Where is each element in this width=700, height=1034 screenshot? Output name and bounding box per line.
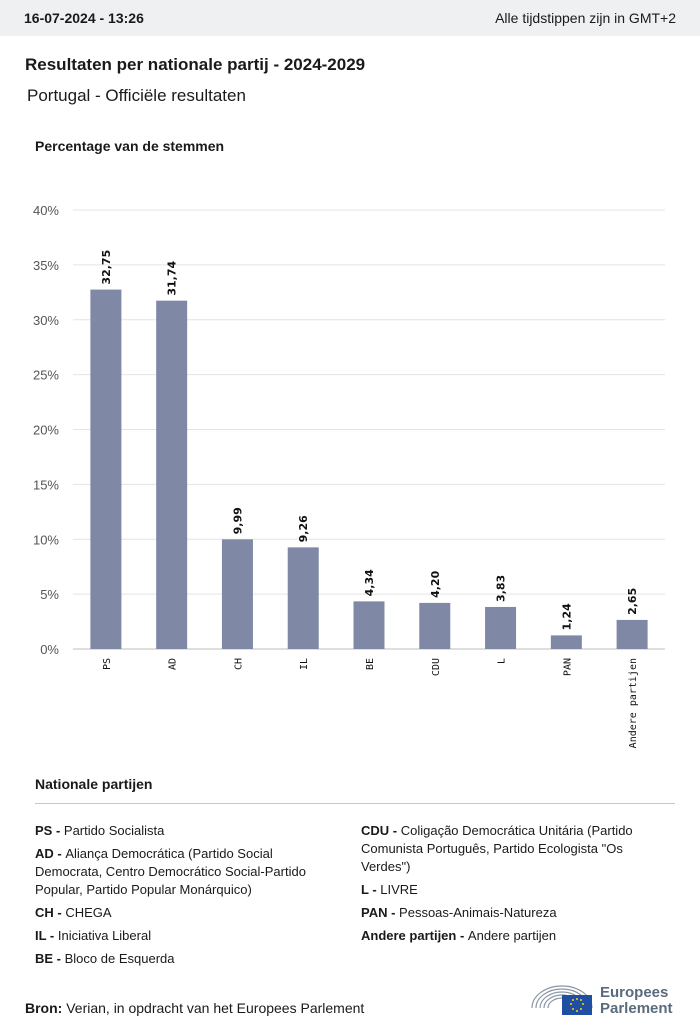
- chart-y-axis-label: Percentage van de stemmen: [35, 138, 225, 154]
- data-label: 9,99: [231, 507, 244, 534]
- legend-column-left: PS - Partido Socialista AD - Aliança Demo…: [35, 822, 335, 973]
- y-tick-label: 30%: [33, 313, 59, 328]
- bar: [353, 601, 385, 649]
- x-tick-label: IL: [299, 658, 310, 670]
- legend-item: CDU - Coligação Democrática Unitária (Pa…: [361, 822, 661, 876]
- legend-item: PAN - Pessoas-Animais-Natureza: [361, 904, 661, 922]
- legend-item: PS - Partido Socialista: [35, 822, 335, 840]
- legend-party-name: Partido Socialista: [63, 823, 165, 838]
- legend-item: CH - CHEGA: [35, 904, 335, 922]
- bar: [616, 619, 648, 649]
- legend-party-name: Pessoas-Animais-Natureza: [399, 905, 557, 920]
- y-tick-label: 5%: [40, 587, 59, 602]
- legend-abbr: AD -: [35, 846, 66, 861]
- timezone-note: Alle tijdstippen zijn in GMT+2: [495, 10, 676, 26]
- y-tick-label: 10%: [33, 532, 59, 547]
- legend-abbr: CDU -: [361, 823, 401, 838]
- legend-title: Nationale partijen: [35, 776, 153, 792]
- data-label: 1,24: [560, 603, 573, 630]
- bar: [287, 547, 319, 649]
- y-tick-label: 40%: [33, 203, 59, 218]
- logo-wordmark: Europees Parlement: [600, 985, 673, 1017]
- legend-abbr: L -: [361, 882, 381, 897]
- legend-party-name: Bloco de Esquerda: [64, 951, 175, 966]
- source-text: Verian, in opdracht van het Europees Par…: [66, 1000, 365, 1016]
- source-note: Bron: Verian, in opdracht van het Europe…: [25, 1000, 364, 1016]
- legend-item: L - LIVRE: [361, 881, 661, 899]
- x-tick-label: CDU: [431, 658, 442, 676]
- data-label: 4,20: [429, 570, 442, 597]
- bar: [221, 539, 253, 649]
- data-label: 9,26: [297, 515, 310, 542]
- legend-party-name: LIVRE: [380, 882, 418, 897]
- legend-item: BE - Bloco de Esquerda: [35, 950, 335, 968]
- data-label: 32,75: [100, 250, 113, 285]
- legend-item: AD - Aliança Democrática (Partido Social…: [35, 845, 335, 899]
- data-label: 2,65: [626, 588, 639, 615]
- bar: [550, 635, 582, 649]
- european-parliament-logo-icon: [531, 985, 593, 1015]
- legend-party-name: Andere partijen: [467, 928, 557, 943]
- y-tick-label: 15%: [33, 477, 59, 492]
- legend-party-name: CHEGA: [65, 905, 112, 920]
- legend-abbr: BE -: [35, 951, 65, 966]
- bar-chart: 0% 5% 10% 15% 20% 25% 30% 35% 40% 32,75 PS 31,74 AD 9…: [33, 203, 665, 748]
- legend-party-name: Aliança Democrática (Partido Social Demo…: [35, 846, 306, 897]
- legend-abbr: PS -: [35, 823, 64, 838]
- data-label: 31,74: [166, 261, 179, 296]
- top-bar: 16-07-2024 - 13:26 Alle tijdstippen zijn…: [0, 0, 700, 36]
- x-tick-label: AD: [168, 658, 179, 670]
- legend-item: IL - Iniciativa Liberal: [35, 927, 335, 945]
- legend-abbr: PAN -: [361, 905, 400, 920]
- y-tick-label: 25%: [33, 368, 59, 383]
- legend-column-right: CDU - Coligação Democrática Unitária (Pa…: [361, 822, 661, 950]
- timestamp: 16-07-2024 - 13:26: [24, 10, 144, 26]
- legend-abbr: Andere partijen -: [361, 928, 468, 943]
- data-label: 3,83: [495, 575, 508, 602]
- legend-party-name: Coligação Democrática Unitária (Partido …: [361, 823, 633, 874]
- source-label: Bron:: [25, 1000, 63, 1016]
- page-subtitle: Portugal - Officiële resultaten: [27, 86, 246, 105]
- legend-party-name: Iniciativa Liberal: [57, 928, 152, 943]
- legend-divider: [35, 803, 675, 804]
- y-tick-label: 0%: [40, 642, 59, 657]
- bar: [156, 300, 188, 649]
- x-tick-label: L: [497, 658, 508, 664]
- bar: [485, 606, 517, 649]
- page-title: Resultaten per nationale partij - 2024-2…: [25, 55, 366, 74]
- x-tick-label: PAN: [562, 658, 573, 676]
- x-tick-label: PS: [102, 658, 113, 670]
- logo-line-2: Parlement: [600, 1000, 673, 1017]
- y-tick-label: 35%: [33, 258, 59, 273]
- data-label: 4,34: [363, 569, 376, 596]
- x-tick-label: Andere partijen: [628, 658, 639, 748]
- european-parliament-logo[interactable]: Europees Parlement: [528, 978, 678, 1022]
- x-tick-label: BE: [365, 658, 376, 670]
- x-tick-label: CH: [233, 658, 244, 670]
- y-tick-label: 20%: [33, 423, 59, 438]
- legend-item: Andere partijen - Andere partijen: [361, 927, 661, 945]
- bar: [90, 289, 122, 649]
- legend-abbr: IL -: [35, 928, 58, 943]
- logo-line-1: Europees: [600, 984, 669, 1001]
- bar: [419, 602, 451, 649]
- legend-abbr: CH -: [35, 905, 66, 920]
